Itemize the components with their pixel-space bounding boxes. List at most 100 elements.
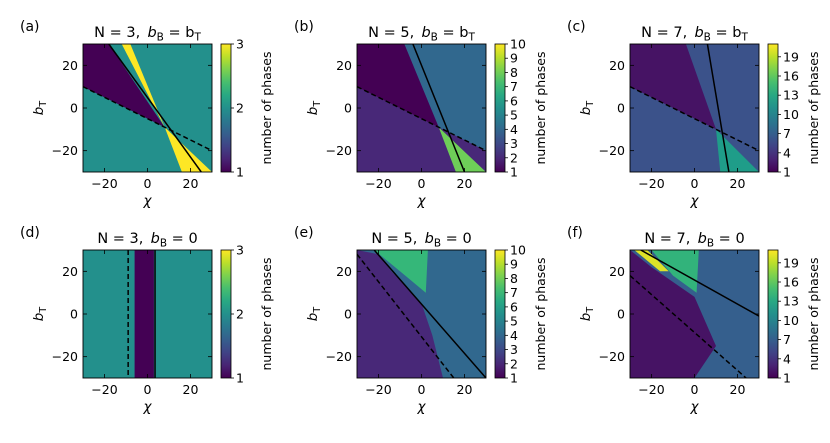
y-axis-label-main: b (31, 107, 47, 116)
panel-label: (f) (567, 225, 583, 241)
colorbar-tick-label: 10 (510, 243, 526, 258)
dashed-boundary-line (630, 85, 759, 152)
colorbar-tick-label: 19 (783, 255, 799, 270)
colorbar-tick-label: 8 (510, 65, 518, 80)
y-tick-label: −20 (326, 349, 352, 364)
colorbar-tick-label: 7 (783, 332, 791, 347)
y-tick-label: 20 (336, 58, 352, 73)
y-axis-label: bT (305, 101, 323, 116)
dashed-boundary-line (630, 275, 747, 378)
panel-title: N = 5, bB = bT (368, 25, 475, 44)
colorbar-tick-label: 6 (510, 93, 518, 108)
y-tick-label: −20 (326, 143, 352, 158)
colorbar (494, 249, 506, 379)
colorbar-tick-label: 8 (510, 271, 518, 286)
x-tick-label: 0 (144, 176, 152, 191)
y-tick-label: −20 (52, 349, 78, 364)
x-axis-label: χ (143, 193, 153, 209)
panel-title-part: = 0 (714, 231, 745, 247)
x-tick-label: −20 (365, 176, 391, 191)
panel-label: (b) (294, 19, 314, 35)
y-tick-label: 20 (336, 264, 352, 279)
x-tick-label: −20 (638, 382, 664, 397)
dashed-boundary-line (357, 85, 486, 152)
y-axis-label-sub: T (585, 307, 596, 314)
panel-title-part: T (193, 32, 201, 44)
heatmap-region (83, 44, 165, 128)
colorbar (494, 43, 506, 173)
dashed-boundary-line (83, 85, 212, 152)
colorbar-tick-label: 1 (783, 165, 791, 180)
plot-area (83, 44, 212, 172)
panel-title-part: N = 7, (644, 231, 690, 247)
colorbar (220, 249, 232, 379)
x-axis-label: χ (690, 399, 700, 415)
colorbar-tick-label: 7 (510, 285, 518, 300)
dashed-boundary-line (357, 253, 455, 378)
panel-title-part: N = 3, (97, 231, 143, 247)
panel-title-part: = 0 (167, 231, 198, 247)
y-axis-label-sub: T (38, 307, 49, 314)
colorbar-label: number of phases (806, 51, 821, 164)
x-tick-label: 20 (183, 176, 199, 191)
panel-title-part: B (157, 32, 164, 44)
panel-label: (e) (294, 225, 314, 241)
y-axis-label-main: b (578, 107, 594, 116)
x-axis-label: χ (143, 399, 153, 415)
colorbar-tick-label: 13 (783, 294, 799, 309)
y-tick-label: 0 (344, 307, 352, 322)
x-tick-label: −20 (638, 176, 664, 191)
colorbar-label: number of phases (533, 257, 548, 370)
colorbar-tick-label: 1 (236, 165, 244, 180)
colorbar-tick-label: 4 (783, 351, 791, 366)
panel-title-part: b (425, 231, 434, 247)
y-tick-label: 0 (617, 101, 625, 116)
x-tick-label: −20 (365, 382, 391, 397)
heatmap-region (634, 250, 669, 272)
colorbar-tick-label: 1 (510, 165, 518, 180)
solid-boundary-line (412, 44, 466, 172)
colorbar-tick-label: 2 (510, 150, 518, 165)
panel-title-part: b (151, 231, 160, 247)
panel-title-part: N = 5, (371, 231, 417, 247)
colorbar-tick-label: 1 (510, 371, 518, 386)
x-tick-label: 0 (144, 382, 152, 397)
panel-title-part: B (707, 238, 714, 250)
panel-title-part (417, 231, 424, 247)
heatmap-region (134, 250, 154, 378)
colorbar-label: number of phases (259, 257, 274, 370)
panel-title-part: B (431, 32, 438, 44)
y-tick-label: 0 (70, 307, 78, 322)
colorbar-tick-label: 2 (510, 356, 518, 371)
panel-title-part: b (421, 25, 430, 41)
colorbar-tick-label: 10 (510, 37, 526, 52)
solid-boundary-line (108, 44, 202, 172)
y-tick-label: 20 (609, 58, 625, 73)
colorbar-tick-label: 19 (783, 49, 799, 64)
y-tick-label: −20 (599, 349, 625, 364)
panel-title-part (690, 231, 697, 247)
y-tick-label: 0 (617, 307, 625, 322)
colorbar-tick-label: 3 (510, 136, 518, 151)
colorbar-label: number of phases (259, 51, 274, 164)
y-axis-label: bT (578, 101, 596, 116)
x-tick-label: 20 (730, 176, 746, 191)
colorbar-tick-label: 5 (510, 314, 518, 329)
x-tick-label: 20 (457, 382, 473, 397)
panel-label: (c) (567, 19, 586, 35)
x-axis-label: χ (417, 193, 427, 209)
colorbar-tick-label: 7 (783, 126, 791, 141)
panel-title-part: = b (711, 25, 742, 41)
y-axis-label-sub: T (585, 101, 596, 108)
y-axis-label: bT (305, 307, 323, 322)
panel-title-part (140, 25, 147, 41)
solid-boundary-line (706, 44, 730, 172)
y-axis-label: bT (31, 101, 49, 116)
colorbar-tick-label: 3 (510, 342, 518, 357)
colorbar-tick-label: 4 (510, 328, 518, 343)
x-tick-label: 0 (691, 176, 699, 191)
panel-title-part: B (704, 32, 711, 44)
x-tick-label: 20 (730, 382, 746, 397)
